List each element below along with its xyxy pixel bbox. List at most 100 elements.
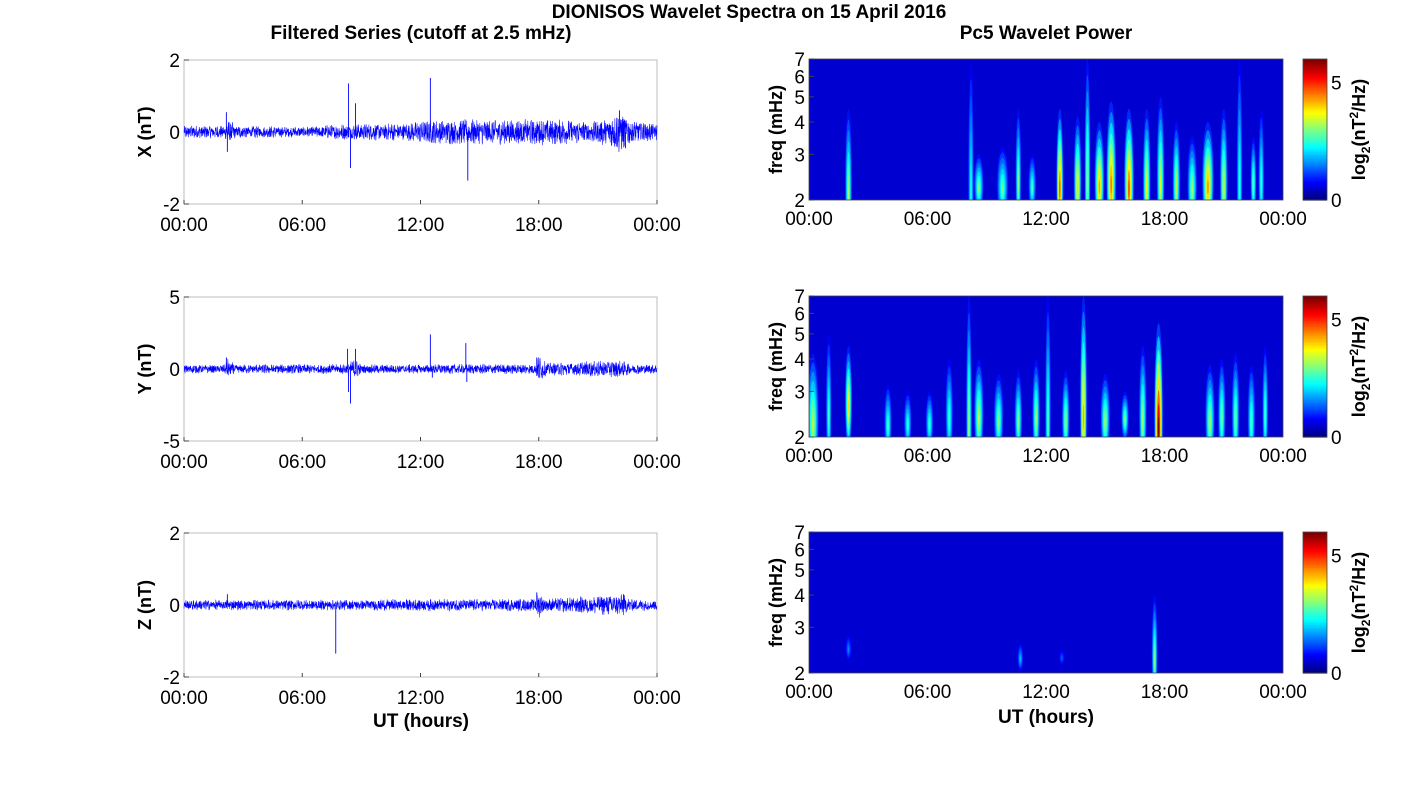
colorbar-segment <box>1303 131 1327 135</box>
y-tick-label: 4 <box>794 586 805 607</box>
power-blob <box>1017 175 1019 192</box>
colorbar-segment <box>1303 562 1327 566</box>
y-tick-label: 2 <box>794 428 805 449</box>
colorbar-segment <box>1303 118 1327 122</box>
colorbar-segment <box>1303 576 1327 579</box>
colorbar-segment <box>1303 653 1327 656</box>
heatmap-cells <box>845 595 1158 673</box>
y-tick-label: 0 <box>169 596 180 617</box>
colorbar-segment <box>1303 423 1327 427</box>
y-tick-label: -5 <box>163 432 180 453</box>
colorbar-segment <box>1303 582 1327 586</box>
colorbar-segment <box>1303 100 1327 104</box>
colorbar-segment <box>1303 600 1327 604</box>
colorbar-segment <box>1303 72 1327 76</box>
colorbar-label: log2(nT2/Hz) <box>1347 552 1373 653</box>
colorbar-segment <box>1303 311 1327 315</box>
power-blob <box>1047 412 1049 437</box>
colorbar-segment <box>1303 98 1327 102</box>
colorbar-segment <box>1303 149 1327 153</box>
colorbar-segment <box>1303 193 1327 197</box>
power-blob <box>928 421 930 429</box>
y-axis-label: X (nT) <box>135 107 155 158</box>
colorbar-segment <box>1303 180 1327 183</box>
colorbar-segment <box>1303 355 1327 359</box>
colorbar-frame <box>1302 531 1328 674</box>
y-tick-label: 5 <box>794 325 805 346</box>
colorbar-segment <box>1303 127 1327 131</box>
colorbar-tick-label: 0 <box>1331 191 1342 212</box>
colorbar-segment <box>1303 353 1327 357</box>
x-tick-label: 00:00 <box>160 452 208 473</box>
right-x-axis-label: UT (hours) <box>998 707 1094 728</box>
colorbar-segment <box>1303 598 1327 601</box>
figure-title: DIONISOS Wavelet Spectra on 15 April 201… <box>552 2 947 23</box>
colorbar-segment <box>1303 171 1327 175</box>
plot-frame <box>808 295 1284 438</box>
y-tick-label: 0 <box>169 123 180 144</box>
y-axis-label: freq (mHz) <box>766 322 786 411</box>
colorbar-segment <box>1303 129 1327 133</box>
x-tick-label: 12:00 <box>1022 209 1070 230</box>
colorbar-segment <box>1303 320 1327 324</box>
colorbar-segment <box>1303 622 1327 626</box>
colorbar-segment <box>1303 386 1327 390</box>
x-tick-label: 06:00 <box>278 688 326 709</box>
power-blob <box>1031 184 1033 192</box>
colorbar-segment <box>1303 333 1327 337</box>
colorbar-segment <box>1303 556 1327 560</box>
colorbar-segment <box>1303 109 1327 113</box>
x-tick-label: 00:00 <box>785 209 833 230</box>
colorbar-segment <box>1303 642 1327 645</box>
colorbar-segment <box>1303 388 1327 392</box>
colorbar-segment <box>1303 573 1327 577</box>
power-blob <box>1083 403 1084 431</box>
colorbar-segment <box>1303 63 1327 67</box>
y-tick-label: -2 <box>163 195 180 216</box>
colorbar-segment <box>1303 164 1327 168</box>
series-line <box>183 116 658 153</box>
colorbar-segment <box>1303 589 1327 593</box>
power-blob <box>1175 179 1177 195</box>
power-blob <box>1264 407 1266 424</box>
colorbar-segment <box>1303 103 1327 106</box>
x-tick-label: 00:00 <box>633 452 681 473</box>
colorbar-segment <box>1303 430 1327 434</box>
power-blob <box>1160 175 1162 195</box>
colorbar-segment <box>1303 545 1327 549</box>
power-blob <box>1209 416 1211 430</box>
colorbar-segment <box>1303 155 1327 159</box>
colorbar-segment <box>1303 298 1327 302</box>
colorbar-segment <box>1303 384 1327 387</box>
colorbar-segment <box>1303 419 1327 423</box>
power-blob <box>907 421 909 429</box>
colorbar-segment <box>1303 67 1327 71</box>
colorbar-segment <box>1303 664 1327 667</box>
x-tick-label: 12:00 <box>397 452 445 473</box>
colorbar-segment <box>1303 646 1327 650</box>
x-tick-label: 00:00 <box>785 446 833 467</box>
power-blob <box>1001 184 1004 194</box>
colorbar-segment <box>1303 637 1327 641</box>
colorbar-segment <box>1303 373 1327 376</box>
y-tick-label: 4 <box>794 113 805 134</box>
colorbar-segment <box>1303 324 1327 328</box>
y-axis-label: freq (mHz) <box>766 558 786 647</box>
colorbar-segment <box>1303 188 1327 192</box>
power-blob <box>1239 175 1240 200</box>
colorbar-segment <box>1303 624 1327 628</box>
y-axis-label: Y (nT) <box>135 344 155 395</box>
colorbar-segment <box>1303 538 1327 542</box>
colorbar-segment <box>1303 169 1327 172</box>
power-blob <box>1065 416 1067 429</box>
colorbar-segment <box>1303 184 1327 188</box>
colorbar-segment <box>1303 351 1327 354</box>
colorbar-segment <box>1303 344 1327 348</box>
colorbar-segment <box>1303 584 1327 588</box>
power-blob <box>1207 179 1209 195</box>
colorbar-segment <box>1303 94 1327 98</box>
heatmap-background <box>809 532 1283 673</box>
heatmap-cells <box>844 59 1265 200</box>
